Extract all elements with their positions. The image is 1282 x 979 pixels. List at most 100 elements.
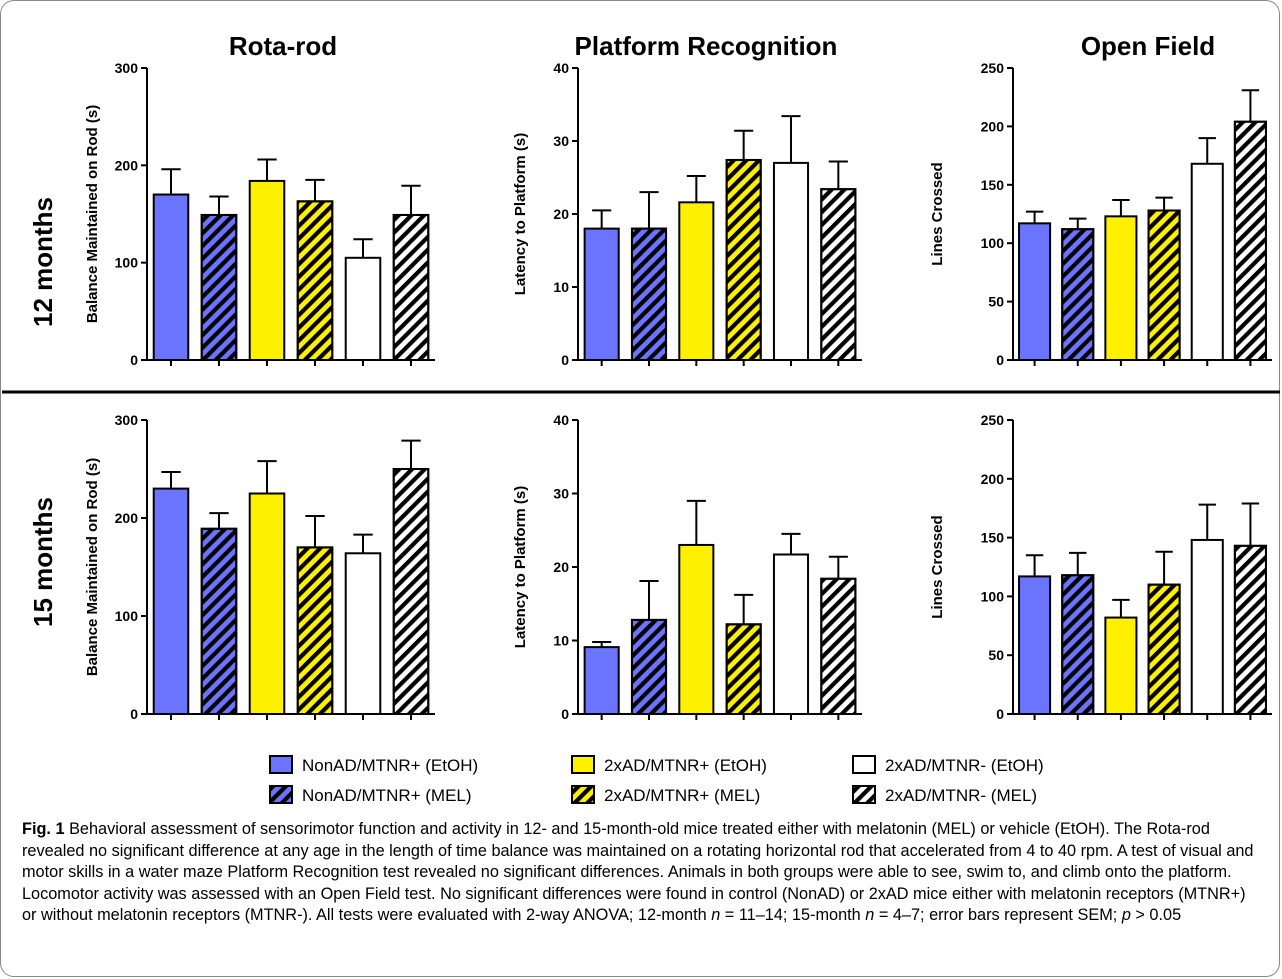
y-tick-label: 0 [561,352,569,368]
caption-n-symbol: n [711,906,721,924]
y-tick-label: 0 [996,352,1004,368]
chart-panel: 0 100 200 300 Balance Maintained on Rod (s) [84,412,435,722]
y-tick-label: 100 [115,608,139,624]
y-tick-label: 10 [553,633,569,649]
bar-hatch [1147,583,1181,716]
y-tick-label: 10 [553,279,569,295]
y-tick-label: 30 [553,486,569,502]
bar [678,201,715,361]
row-label-15-months: 15 months [28,497,58,627]
bar [772,161,810,361]
bar-hatch [1233,120,1267,361]
bar-hatch [200,213,238,361]
bar [344,552,382,716]
y-tick-label: 0 [996,706,1004,722]
y-tick-label: 20 [553,559,569,575]
bar [1018,222,1052,361]
bar-hatch [630,227,668,361]
bar-hatch [725,158,762,361]
y-tick-label: 200 [981,118,1005,134]
bar [1104,616,1138,715]
bar [344,256,382,361]
row-label-12-months: 12 months [28,197,58,327]
legend-item: NonAD/MTNR+ (EtOH) [269,755,478,775]
bar-hatch [392,468,430,715]
legend-swatch [269,755,293,774]
bar-hatch [200,527,238,716]
y-tick-label: 250 [981,60,1005,76]
y-axis-label: Lines Crossed [929,162,946,265]
caption-p-symbol: p [1121,906,1131,924]
bar-hatch [820,577,857,716]
y-tick-label: 20 [553,206,569,222]
y-tick-label: 200 [981,471,1005,487]
legend-swatch-hatch [852,785,876,804]
legend-swatch-hatch [269,785,293,804]
y-tick-label: 40 [553,412,569,428]
bar-hatch [725,623,762,716]
y-tick-label: 0 [561,706,569,722]
chart-panel: 0 50 100 150 200 250 Lines Crossed [929,412,1272,722]
caption-text: > 0.05 [1130,906,1182,924]
legend-label: 2xAD/MTNR+ (MEL) [604,786,760,805]
y-axis-label: Latency to Platform (s) [512,486,529,649]
column-title-platform-recognition: Platform Recognition [575,31,838,61]
y-tick-label: 0 [130,352,138,368]
bar [152,193,190,361]
bar [248,492,286,715]
bar-hatch [296,200,334,361]
y-axis-label: Balance Maintained on Rod (s) [84,105,101,323]
column-title-rota-rod: Rota-rod [229,31,337,61]
caption-text: = 11–14; 15-month [720,906,866,924]
y-tick-label: 250 [981,412,1005,428]
y-tick-label: 0 [130,706,138,722]
bar-hatch [296,546,334,716]
bar-hatch [1147,209,1181,361]
bar [678,543,715,716]
column-title-open-field: Open Field [1081,31,1215,61]
bar-hatch [630,618,668,715]
y-tick-label: 200 [115,157,139,173]
caption-text: Behavioral assessment of sensorimotor fu… [22,820,1254,924]
chart-panel: 0 50 100 150 200 250 Lines Crossed [929,60,1272,368]
legend-item: 2xAD/MTNR+ (MEL) [571,785,760,805]
bar-hatch [820,188,857,361]
legend-label: 2xAD/MTNR+ (EtOH) [604,756,767,775]
legend-swatch [852,755,876,774]
chart-panel: 0 10 20 30 40 Latency to Platform (s) [512,412,862,722]
bar-hatch [1061,228,1095,361]
legend-swatch [571,755,595,774]
y-tick-label: 30 [553,133,569,149]
y-tick-label: 150 [981,530,1005,546]
chart-panel: 0 10 20 30 40 Latency to Platform (s) [512,60,862,368]
y-tick-label: 100 [115,255,139,271]
bar [1190,538,1224,716]
y-tick-label: 100 [981,235,1005,251]
legend-label: NonAD/MTNR+ (EtOH) [302,756,478,775]
y-tick-label: 50 [988,294,1004,310]
y-axis-label: Balance Maintained on Rod (s) [84,458,101,676]
y-tick-label: 50 [988,647,1004,663]
charts-canvas: 12 months 15 months Rota-rod Platform Re… [2,31,1280,805]
caption-n-symbol: n [865,906,875,924]
legend-item: NonAD/MTNR+ (MEL) [269,785,472,805]
bar [772,553,810,715]
legend-item: 2xAD/MTNR- (MEL) [852,785,1037,805]
bar [583,227,620,361]
caption-label: Fig. 1 [22,820,65,838]
y-tick-label: 300 [115,60,139,76]
legend-item: 2xAD/MTNR- (EtOH) [852,755,1044,775]
bar [583,646,620,715]
chart-panel: 0 100 200 300 Balance Maintained on Rod (s) [84,60,435,368]
y-axis-label: Latency to Platform (s) [512,133,529,296]
legend-label: 2xAD/MTNR- (EtOH) [885,756,1044,775]
y-axis-label: Lines Crossed [929,515,946,618]
figure-caption: Fig. 1 Behavioral assessment of sensorim… [22,819,1262,927]
legend: NonAD/MTNR+ (EtOH) 2xAD/MTNR+ (EtOH) 2xA… [269,755,1044,805]
legend-item: 2xAD/MTNR+ (EtOH) [571,755,767,775]
bar [1190,162,1224,361]
y-tick-label: 300 [115,412,139,428]
legend-label: 2xAD/MTNR- (MEL) [885,786,1037,805]
caption-text: = 4–7; error bars represent SEM; [874,906,1122,924]
